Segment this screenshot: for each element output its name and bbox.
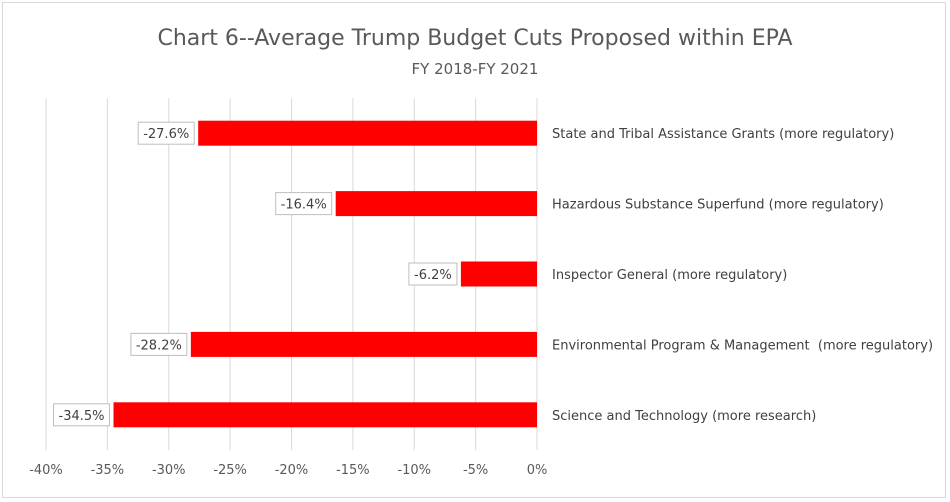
data-label: -27.6% xyxy=(143,127,189,142)
data-label-box xyxy=(53,403,111,427)
x-tick-label: -40% xyxy=(29,463,63,478)
category-label: Hazardous Substance Superfund (more regu… xyxy=(552,198,884,213)
category-label: Environmental Program & Management (more… xyxy=(552,338,933,353)
bar xyxy=(198,120,537,146)
x-tick-label: 0% xyxy=(527,463,548,478)
data-label-box xyxy=(275,192,333,216)
chart-subtitle: FY 2018-FY 2021 xyxy=(411,60,539,78)
x-tick-label: -30% xyxy=(152,463,186,478)
x-tick-label: -35% xyxy=(91,463,125,478)
x-tick-label: -20% xyxy=(275,463,309,478)
bar xyxy=(190,331,537,357)
chart-title: Chart 6--Average Trump Budget Cuts Propo… xyxy=(157,26,793,51)
x-tick-label: -25% xyxy=(213,463,247,478)
category-label: Science and Technology (more research) xyxy=(552,409,816,424)
bar xyxy=(113,402,537,428)
data-label-box xyxy=(130,332,188,356)
bar xyxy=(335,191,537,217)
bar xyxy=(460,261,537,287)
data-label: -16.4% xyxy=(281,198,327,213)
category-label: Inspector General (more regulatory) xyxy=(552,268,787,283)
data-label-box xyxy=(408,262,458,286)
data-label-box xyxy=(137,121,195,145)
data-label: -6.2% xyxy=(414,268,452,283)
x-tick-label: -10% xyxy=(397,463,431,478)
category-label: State and Tribal Assistance Grants (more… xyxy=(552,127,894,142)
data-label: -34.5% xyxy=(59,409,105,424)
x-tick-label: -5% xyxy=(463,463,488,478)
x-tick-label: -15% xyxy=(336,463,370,478)
data-label: -28.2% xyxy=(136,338,182,353)
